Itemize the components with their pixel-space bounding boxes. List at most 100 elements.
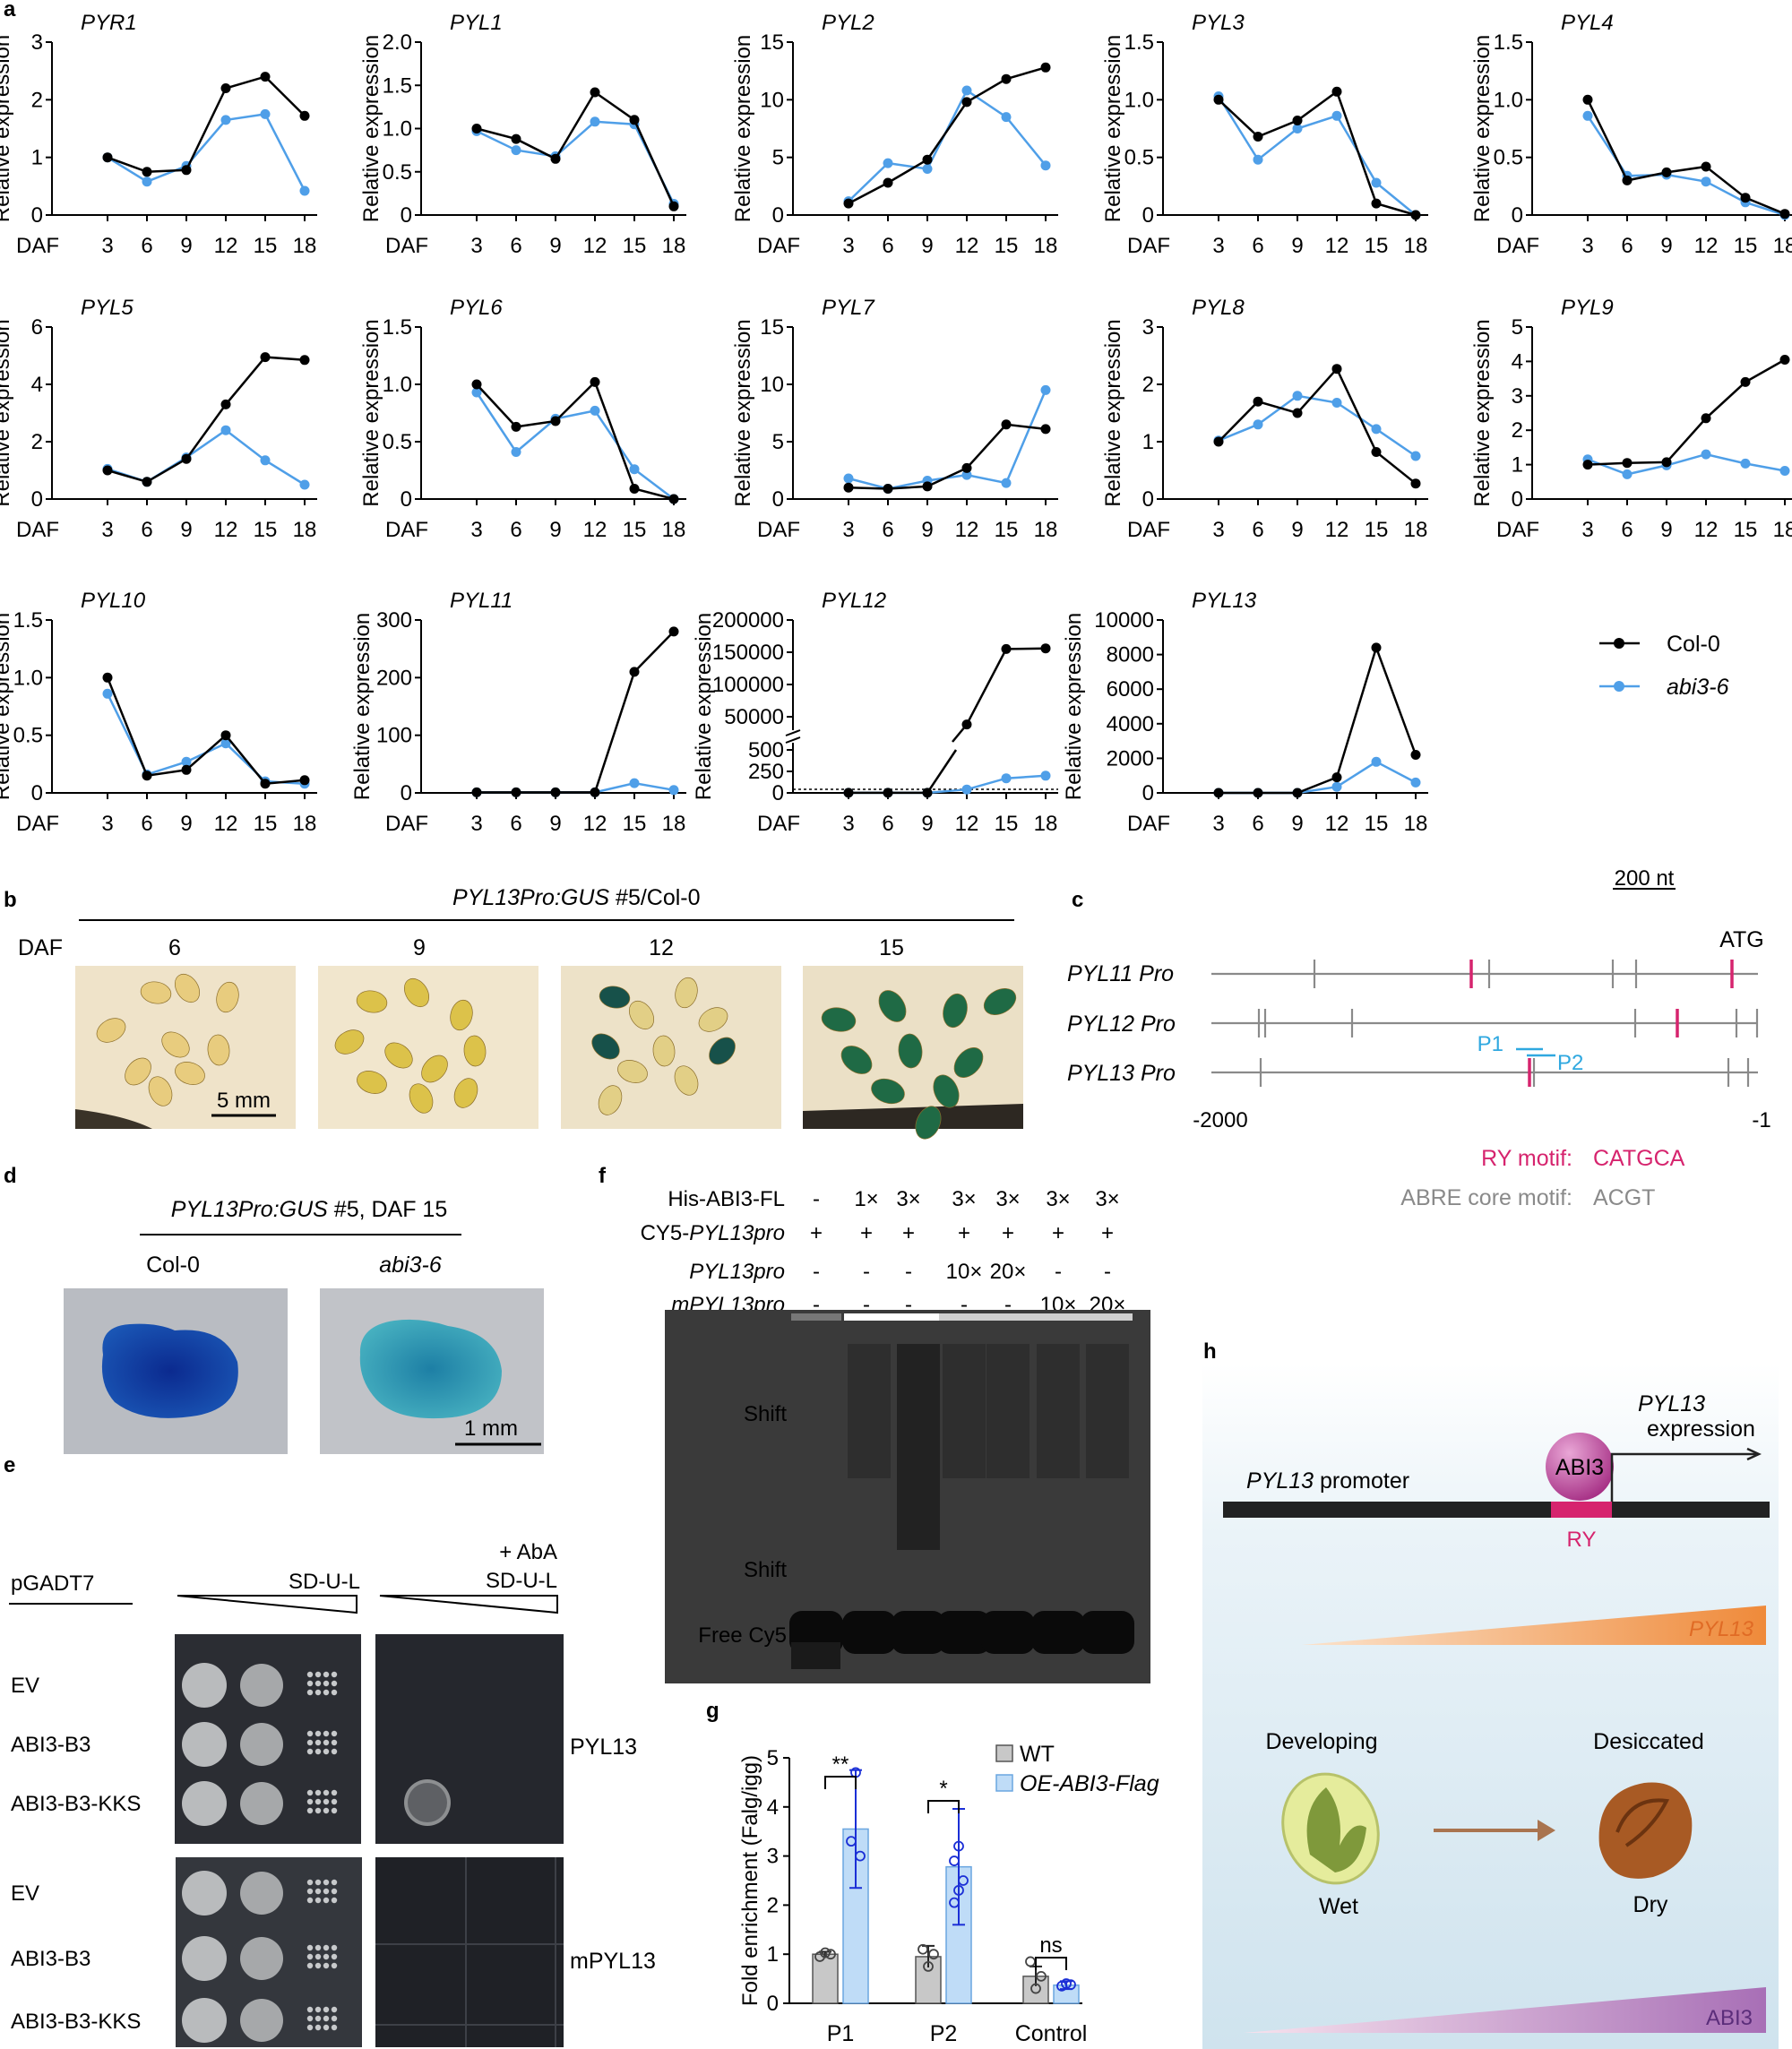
x-tick-label: 6 — [1621, 234, 1633, 258]
y-axis-label: Relative expression — [359, 319, 383, 506]
abi3-triangle — [1244, 1987, 1766, 2033]
series-line — [107, 356, 306, 484]
series-line — [107, 75, 306, 174]
data-point — [299, 185, 310, 196]
panel-b-scale: 5 mm — [217, 1089, 271, 1113]
data-point — [511, 133, 521, 144]
data-point — [883, 158, 893, 168]
data-point — [299, 355, 310, 366]
y-tick-label: 1 — [31, 146, 43, 170]
emsa-cell: - — [813, 1260, 820, 1284]
panel-b-day-6: 6 — [168, 935, 181, 960]
colony — [306, 1888, 314, 1895]
emsa-row-label: CY5-PYL13pro — [641, 1221, 785, 1245]
x-tick-label: 15 — [995, 234, 1019, 258]
data-point — [961, 469, 972, 480]
data-point — [1779, 466, 1790, 476]
data-point — [1040, 384, 1051, 395]
y-tick-label: 3 — [31, 30, 43, 55]
colony — [240, 1999, 283, 2042]
y-tick-label: 0 — [1142, 203, 1154, 228]
data-point — [220, 83, 231, 93]
panel-d-title: PYL13Pro:GUS #5, DAF 15 — [171, 1197, 448, 1222]
x-tick-label: 3 — [842, 234, 854, 258]
series-line — [848, 389, 1047, 490]
seed — [421, 1055, 448, 1083]
colony — [323, 1798, 330, 1805]
x-tick-label: 3 — [1581, 234, 1593, 258]
x-tick-label: 6 — [510, 234, 521, 258]
legend-col0-label: Col-0 — [1667, 632, 1720, 657]
x-tick-label: 6 — [1252, 812, 1263, 836]
y-tick-label: 1.0 — [13, 666, 43, 690]
legend-wt-label: WT — [1020, 1742, 1055, 1767]
data-point — [220, 738, 231, 749]
replicate-point — [949, 1897, 960, 1908]
seed — [628, 1000, 655, 1030]
data-point — [961, 85, 972, 96]
x-axis-label: DAF — [16, 518, 59, 542]
data-point — [1331, 772, 1342, 783]
emsa-cell: 3× — [1046, 1187, 1070, 1211]
replicate-point — [953, 1885, 964, 1896]
replicate-point — [918, 1943, 928, 1955]
colony — [306, 1807, 314, 1814]
data-point — [922, 481, 933, 492]
x-tick-label: 18 — [1773, 518, 1792, 542]
x-tick-label: 9 — [921, 812, 933, 836]
data-point — [1001, 112, 1012, 123]
legend: Col-0 abi3-6 — [1599, 632, 1729, 700]
seed — [148, 1076, 173, 1106]
data-point — [1701, 161, 1711, 172]
x-tick-label: 9 — [921, 234, 933, 258]
data-point — [1253, 788, 1263, 798]
y-tick-label: 1.5 — [1124, 30, 1154, 55]
y-tick-label: 2 — [1512, 418, 1523, 443]
emsa-cell: - — [905, 1293, 912, 1317]
y-tick-label: 0 — [772, 203, 784, 228]
gel-smear — [1086, 1344, 1129, 1478]
y-axis-label: Relative expression — [731, 319, 755, 506]
gel-smear — [943, 1344, 986, 1478]
gel-free-band — [892, 1611, 945, 1654]
x-tick-label: 15 — [623, 812, 647, 836]
y-tick-label: 2000 — [1107, 746, 1154, 771]
colony — [331, 2024, 338, 2031]
colony — [314, 1888, 322, 1895]
replicate-point — [928, 1949, 939, 1960]
panel-b-day-12: 12 — [649, 935, 674, 960]
colony — [306, 1953, 314, 1960]
chart-title: PYL5 — [81, 296, 134, 320]
chart-title: PYL11 — [450, 589, 513, 613]
y-tick-label: 0.5 — [1494, 146, 1523, 170]
plate-aba-1 — [375, 1634, 564, 1844]
colony — [314, 1680, 322, 1687]
x-tick-label: 6 — [510, 812, 521, 836]
x-tick-label: 18 — [1404, 812, 1428, 836]
data-point — [1701, 176, 1711, 187]
seed — [698, 1007, 728, 1032]
emsa-cell: - — [905, 1260, 912, 1284]
data-point — [181, 756, 192, 767]
colony — [323, 1739, 330, 1746]
colony — [331, 1680, 338, 1687]
data-point — [220, 115, 231, 125]
colony — [323, 1689, 330, 1696]
gel-smear — [848, 1344, 891, 1478]
x-tick-label: 18 — [662, 518, 686, 542]
y-tick-label: 0.5 — [13, 724, 43, 748]
y-tick-label: 1.0 — [1124, 88, 1154, 112]
colony — [331, 2015, 338, 2022]
x-tick-label: 18 — [1404, 518, 1428, 542]
x-tick-label: 6 — [1252, 234, 1263, 258]
x-tick-label: 12 — [1694, 234, 1719, 258]
panel-letter-b: b — [4, 888, 17, 912]
panel-e-aba: + AbA — [499, 1540, 557, 1564]
emsa-shift-1: Shift — [744, 1402, 787, 1426]
data-point — [1371, 447, 1382, 457]
seed — [384, 1042, 413, 1069]
series-line — [1219, 643, 1417, 795]
series-line — [1587, 452, 1786, 476]
data-point — [471, 787, 482, 797]
